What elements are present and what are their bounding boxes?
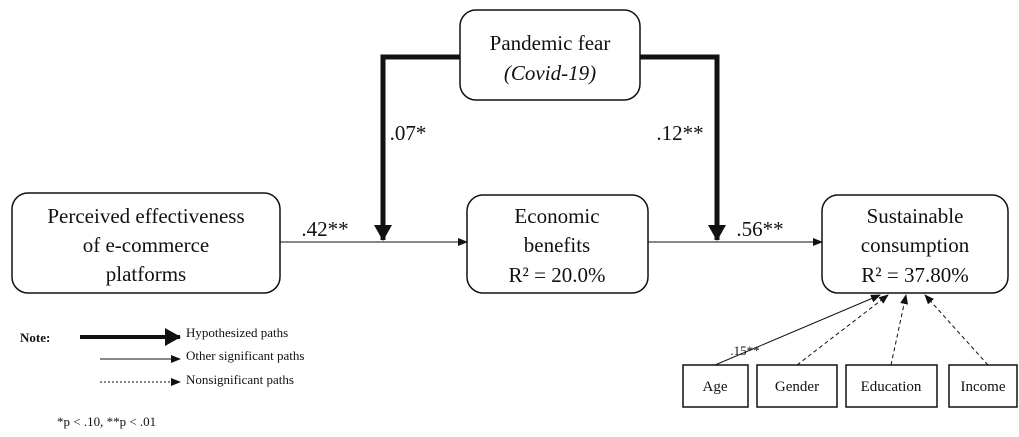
node-label: consumption [861, 233, 970, 257]
node-label: R² = 20.0% [509, 263, 606, 287]
note-item: Nonsignificant paths [186, 372, 294, 387]
node-label: Perceived effectiveness [47, 204, 244, 228]
node-box [11, 192, 281, 294]
dashed-arrow [924, 294, 989, 366]
note-item: Other significant paths [186, 348, 304, 363]
node-label: Economic [514, 204, 599, 228]
node-label: (Covid-19) [504, 61, 596, 85]
path-label: .42** [301, 217, 348, 241]
control-label: Education [861, 379, 922, 395]
node-label: benefits [524, 233, 590, 257]
note-item: Hypothesized paths [186, 325, 288, 340]
node-box [459, 9, 641, 101]
node-label: platforms [106, 262, 186, 286]
control-label: Income [961, 379, 1006, 395]
shapes [11, 9, 1018, 408]
node-label: Sustainable [867, 204, 964, 228]
arrow [714, 294, 881, 366]
node-label: Pandemic fear [490, 31, 611, 55]
control-box [948, 364, 1018, 408]
dashed-arrow [890, 294, 909, 366]
node-label: R² = 37.80% [861, 263, 968, 287]
thick-arrow [640, 54, 726, 241]
dashed-arrow [796, 294, 889, 366]
control-label: Age [703, 379, 728, 395]
control-label: Gender [775, 379, 819, 395]
thick-arrow [374, 54, 460, 241]
path-label: .56** [736, 217, 783, 241]
note-title: Note: [20, 330, 50, 345]
note-significance: *p < .10, **p < .01 [57, 414, 156, 429]
path-label: .07* [390, 121, 427, 145]
node-label: of e-commerce [83, 233, 210, 257]
path-label: .12** [656, 121, 703, 145]
path-label: .15** [730, 343, 759, 358]
